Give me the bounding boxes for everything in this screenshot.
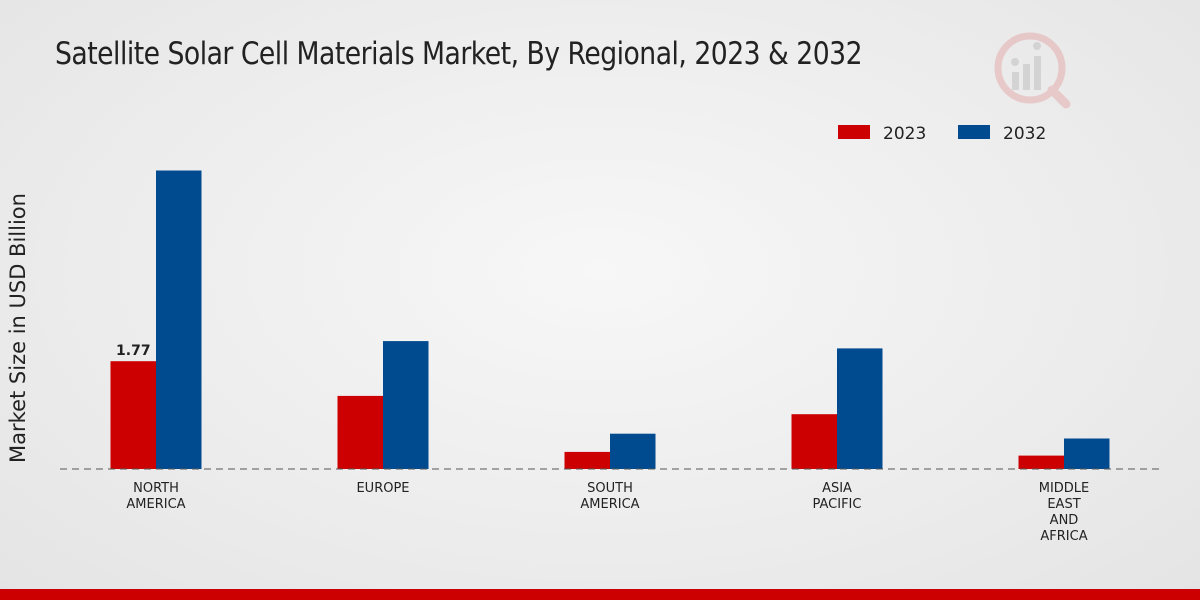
x-tick-label-line: MIDDLE <box>1039 481 1090 496</box>
bars <box>110 170 1110 469</box>
bar-2032-3 <box>837 348 883 469</box>
x-tick-label: MIDDLE EAST AND AFRICA <box>1039 481 1090 544</box>
y-axis-label: Market Size in USD Billion <box>6 193 30 463</box>
y-axis-label-group: Market Size in USD Billion <box>6 193 30 463</box>
x-tick-label-line: NORTH <box>133 481 179 496</box>
bar-2032-2 <box>610 433 656 469</box>
bar-2032-1 <box>383 341 429 469</box>
legend: 2023 2032 <box>838 124 1046 144</box>
x-tick-label-line: AMERICA <box>126 497 185 512</box>
brand-logo-icon <box>994 32 1071 109</box>
data-labels: 1.77 <box>116 343 151 359</box>
x-tick-label-line: PACIFIC <box>813 497 862 512</box>
x-tick-label: NORTH AMERICA <box>126 481 185 512</box>
data-label: 1.77 <box>116 343 151 359</box>
bar-2023-0 <box>110 361 156 469</box>
x-tick-label-line: AND <box>1050 513 1079 528</box>
bar-2023-1 <box>337 395 383 469</box>
x-tick-label-line: AFRICA <box>1040 529 1087 544</box>
x-tick-label: ASIA PACIFIC <box>813 481 862 512</box>
x-tick-label: SOUTH AMERICA <box>580 481 639 512</box>
legend-label-2032: 2032 <box>1003 124 1046 144</box>
legend-swatch-2032 <box>958 125 990 139</box>
x-tick-label: EUROPE <box>356 481 409 496</box>
bar-2032-4 <box>1064 438 1110 469</box>
bottom-accent-bar <box>0 589 1200 600</box>
bar-2023-3 <box>791 414 837 469</box>
bar-2032-0 <box>156 170 202 469</box>
legend-label-2023: 2023 <box>883 124 926 144</box>
x-tick-label-line: ASIA <box>822 481 852 496</box>
x-tick-label-line: AMERICA <box>580 497 639 512</box>
chart-title: Satellite Solar Cell Materials Market, B… <box>55 36 863 72</box>
bar-2023-2 <box>564 451 610 469</box>
legend-swatch-2023 <box>838 125 870 139</box>
x-tick-label-line: EAST <box>1047 497 1080 512</box>
bar-2023-4 <box>1018 455 1064 469</box>
x-tick-label-line: EUROPE <box>356 481 409 496</box>
x-tick-label-line: SOUTH <box>587 481 633 496</box>
